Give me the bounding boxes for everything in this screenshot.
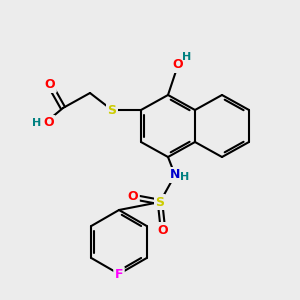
Text: S: S	[107, 103, 116, 116]
Text: H: H	[180, 172, 190, 182]
Text: O: O	[158, 224, 168, 236]
Text: H: H	[182, 52, 192, 62]
Text: N: N	[170, 169, 180, 182]
Text: O: O	[128, 190, 138, 203]
Text: H: H	[32, 118, 42, 128]
Text: O: O	[173, 58, 183, 71]
Text: F: F	[115, 268, 123, 281]
Text: O: O	[44, 116, 54, 130]
Text: O: O	[45, 79, 55, 92]
Text: S: S	[155, 196, 164, 208]
